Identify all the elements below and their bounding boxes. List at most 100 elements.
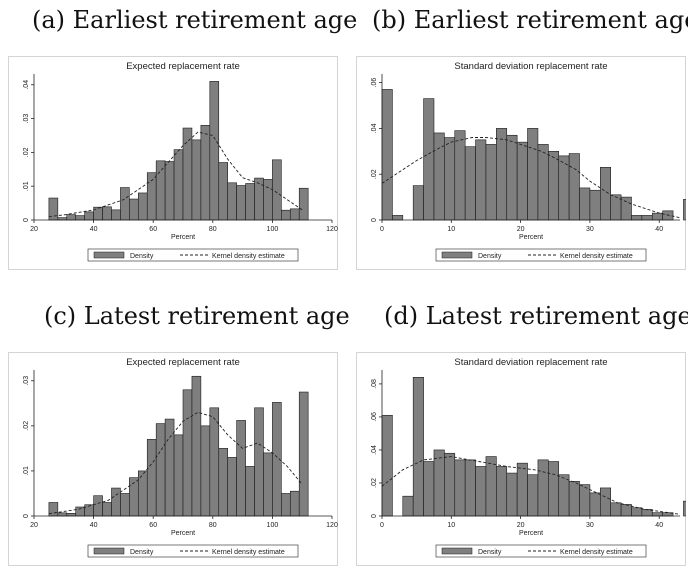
histogram-bar xyxy=(120,493,130,517)
histogram-bar xyxy=(506,134,518,221)
x-axis-label: Percent xyxy=(171,234,195,241)
legend-density-swatch xyxy=(441,547,473,555)
histogram-bar xyxy=(516,462,528,517)
x-tick-label: 30 xyxy=(586,522,594,529)
y-tick-label: .03 xyxy=(23,376,30,386)
histogram-bar xyxy=(182,127,193,221)
histogram-bar xyxy=(48,502,59,517)
histogram-bar xyxy=(66,512,77,517)
x-axis-label: Percent xyxy=(519,234,543,241)
histogram-bar xyxy=(155,423,166,517)
y-tick-label: .01 xyxy=(23,181,30,191)
histogram-bar xyxy=(236,185,246,221)
legend-density-swatch xyxy=(441,251,473,259)
histogram-bar xyxy=(381,414,393,517)
histogram-bar xyxy=(568,153,580,221)
histogram-bar xyxy=(111,209,121,221)
histogram-bar xyxy=(402,495,414,517)
histogram-bar xyxy=(516,141,528,221)
kernel-density-line xyxy=(48,131,303,218)
histogram-bar xyxy=(610,502,622,517)
x-tick-label: 120 xyxy=(326,522,338,529)
histogram-bar xyxy=(527,474,539,517)
caption-b: (b) Earliest retirement age xyxy=(372,6,688,34)
y-tick-label: .01 xyxy=(23,466,30,476)
y-tick-label: .08 xyxy=(371,379,378,389)
x-tick-label: 20 xyxy=(517,522,525,529)
histogram-bar xyxy=(173,149,184,221)
histogram-bar xyxy=(173,434,184,517)
histogram-bar xyxy=(589,189,601,221)
histogram-bar xyxy=(579,187,591,221)
y-tick-label: .06 xyxy=(371,78,378,88)
histogram-bar xyxy=(102,502,112,517)
x-tick-label: 100 xyxy=(267,522,279,529)
histogram-bar xyxy=(200,425,211,517)
y-tick-label: .04 xyxy=(371,445,378,455)
y-tick-label: .02 xyxy=(371,169,378,179)
histogram-bar xyxy=(620,504,632,517)
y-tick-label: 0 xyxy=(23,218,30,222)
histogram-bar xyxy=(218,162,228,221)
histogram-bar xyxy=(254,407,264,517)
histogram-bar xyxy=(423,98,435,221)
x-tick-label: 100 xyxy=(267,226,279,233)
histogram-bar xyxy=(485,144,497,221)
y-tick-label: .04 xyxy=(23,80,30,90)
histogram-bar xyxy=(496,466,508,517)
histogram-bar xyxy=(464,146,476,221)
panel-border xyxy=(356,352,686,566)
y-tick-label: .02 xyxy=(371,478,378,488)
histogram-bar xyxy=(548,461,560,517)
histogram-bar xyxy=(102,206,112,221)
histogram-bar xyxy=(600,487,611,517)
histogram-bar xyxy=(651,512,663,517)
y-tick-label: 0 xyxy=(23,514,30,518)
histogram-bar xyxy=(412,185,424,221)
x-tick-label: 10 xyxy=(447,522,455,529)
histogram-bar xyxy=(129,198,139,221)
legend-density-swatch xyxy=(93,547,125,555)
histogram-bar xyxy=(558,155,570,221)
x-tick-label: 20 xyxy=(30,226,38,233)
x-tick-label: 80 xyxy=(209,226,217,233)
histogram-bar xyxy=(84,211,94,221)
histogram-bar xyxy=(263,452,273,517)
legend-density-label: Density xyxy=(478,253,502,260)
histogram-bar xyxy=(381,89,393,221)
histogram-bar xyxy=(589,492,601,517)
histogram-bar xyxy=(506,472,518,517)
histogram-bar xyxy=(454,459,466,517)
x-tick-label: 20 xyxy=(30,522,38,529)
y-tick-label: .04 xyxy=(371,123,378,133)
x-tick-label: 60 xyxy=(149,522,157,529)
histogram-bar xyxy=(579,484,591,517)
histogram-bar xyxy=(527,128,539,221)
histogram-bar xyxy=(641,215,653,221)
histogram-bar xyxy=(254,177,264,221)
chart-title: Standard deviation replacement rate xyxy=(454,357,607,368)
panel-b-chart: Standard deviation replacement rate 0 .02.… xyxy=(356,56,686,270)
legend-density-swatch xyxy=(93,251,125,259)
legend-kde-label: Kernel density estimate xyxy=(212,253,285,260)
histogram-bar xyxy=(289,208,300,221)
histogram-bar xyxy=(245,466,255,517)
histogram-bar xyxy=(568,481,580,517)
histogram-bar xyxy=(209,407,220,517)
histogram-bar xyxy=(245,183,255,221)
histogram-bar xyxy=(683,500,686,517)
chart-title: Expected replacement rate xyxy=(126,61,240,72)
histogram-bar xyxy=(537,459,549,517)
histogram-bar xyxy=(182,389,193,517)
histogram-bar xyxy=(392,215,404,221)
panel-d-chart: Standard deviation replacement rate 0 .02.… xyxy=(356,352,686,566)
panel-a-chart: Expected replacement rate 0 .01 .02 .03 .04 20… xyxy=(8,56,338,270)
histogram-bar xyxy=(651,212,663,221)
histogram-bar xyxy=(548,150,560,221)
x-tick-label: 60 xyxy=(149,226,157,233)
caption-a: (a) Earliest retirement age xyxy=(32,6,358,34)
histogram-bar xyxy=(66,214,77,221)
histogram-bar xyxy=(298,391,309,517)
x-tick-label: 10 xyxy=(447,226,455,233)
legend-density-label: Density xyxy=(478,549,502,556)
